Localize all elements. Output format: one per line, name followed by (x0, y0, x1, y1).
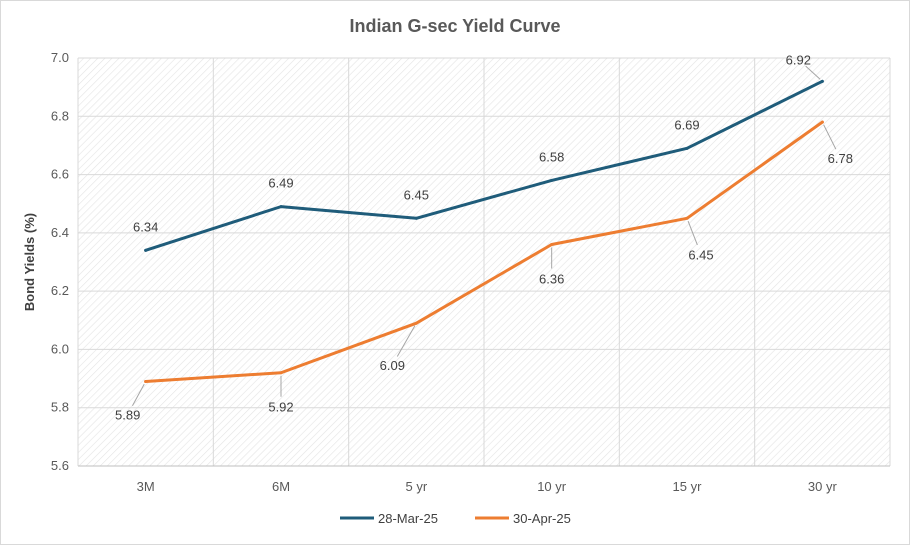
y-tick-label: 6.4 (51, 225, 69, 240)
data-point (820, 120, 824, 124)
x-tick-label: 6M (272, 479, 290, 494)
x-tick-label: 30 yr (808, 479, 838, 494)
grid-lines (77, 57, 891, 467)
series-line-1 (144, 79, 824, 252)
data-point (414, 321, 418, 325)
data-label: 6.58 (539, 149, 564, 164)
legend-label: 28-Mar-25 (378, 511, 438, 526)
data-point (685, 216, 689, 220)
y-tick-label: 6.8 (51, 108, 69, 123)
data-point (144, 379, 148, 383)
y-tick-label: 5.6 (51, 458, 69, 473)
data-label: 6.49 (268, 176, 293, 191)
y-tick-label: 6.0 (51, 341, 69, 356)
y-axis-label: Bond Yields (%) (22, 213, 37, 311)
data-label: 6.78 (828, 151, 853, 166)
data-point (685, 146, 689, 150)
data-label: 6.09 (380, 358, 405, 373)
data-label: 5.89 (115, 407, 140, 422)
x-axis-ticks: 3M 6M 5 yr 10 yr 15 yr 30 yr (137, 479, 838, 494)
data-point (144, 248, 148, 252)
x-tick-label: 5 yr (405, 479, 427, 494)
data-point (550, 243, 554, 247)
data-label: 6.45 (688, 247, 713, 262)
x-tick-label: 10 yr (537, 479, 567, 494)
data-label: 6.69 (674, 117, 699, 132)
series-line-2 (144, 120, 824, 383)
data-point (279, 205, 283, 209)
x-tick-label: 15 yr (673, 479, 703, 494)
data-label: 5.92 (268, 400, 293, 415)
legend-label: 30-Apr-25 (513, 511, 571, 526)
x-tick-label: 3M (137, 479, 155, 494)
data-point (820, 79, 824, 83)
y-tick-label: 6.6 (51, 167, 69, 182)
data-point (550, 178, 554, 182)
data-point (279, 371, 283, 375)
data-label-layer: 6.34 6.49 6.45 6.58 6.69 6.92 5.89 5.92 6.09 6.36… (115, 52, 853, 422)
leader-line (687, 220, 698, 246)
y-tick-label: 7.0 (51, 50, 69, 65)
data-point (414, 216, 418, 220)
data-label: 6.92 (786, 52, 811, 67)
series-layer (144, 79, 824, 383)
data-label: 6.45 (404, 187, 429, 202)
leader-line (823, 124, 837, 150)
chart-title: Indian G-sec Yield Curve (349, 16, 560, 36)
y-axis-ticks: 5.6 5.8 6.0 6.2 6.4 6.6 6.8 7.0 (51, 50, 69, 473)
legend: 28-Mar-25 30-Apr-25 (340, 511, 571, 526)
leader-line (396, 325, 416, 357)
y-tick-label: 5.8 (51, 400, 69, 415)
data-label: 6.36 (539, 272, 564, 287)
leader-line (132, 383, 145, 406)
data-label: 6.34 (133, 219, 158, 234)
leader-line (805, 65, 821, 80)
y-tick-label: 6.2 (51, 283, 69, 298)
